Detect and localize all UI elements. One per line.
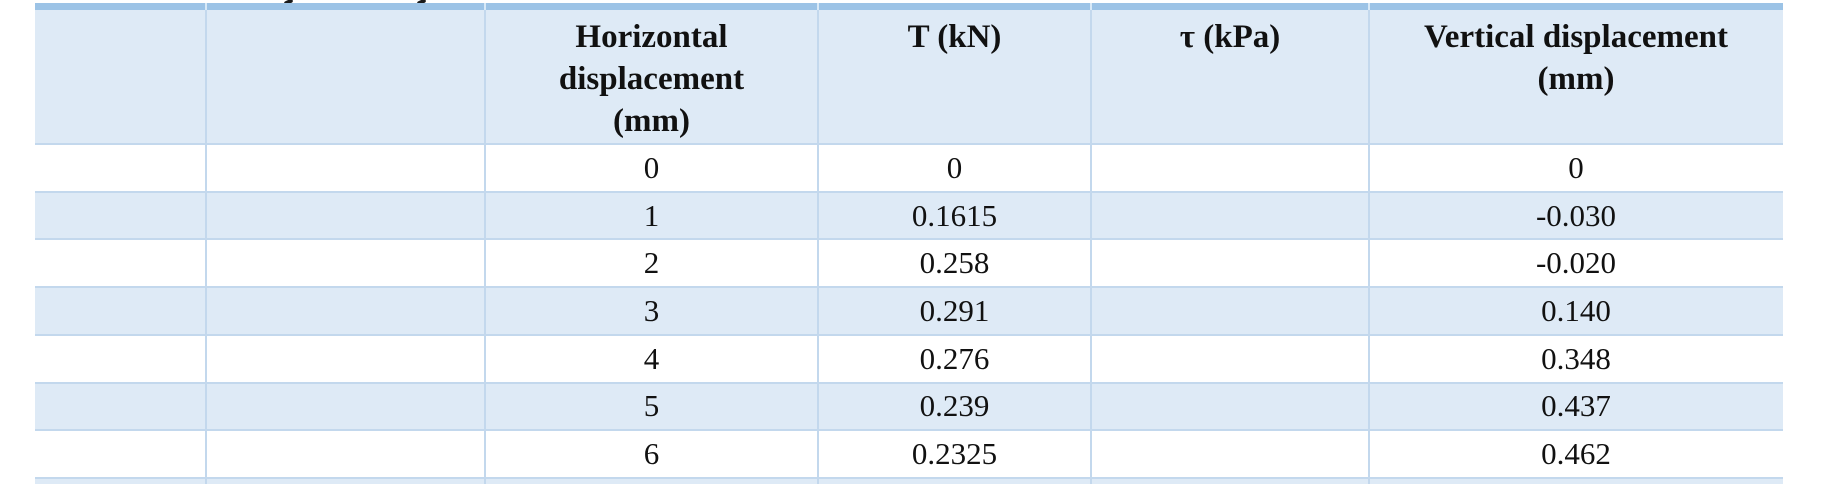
cell-t-kn: 0.291 — [919, 293, 990, 329]
cell-empty-2 — [206, 431, 485, 477]
header-cell-empty-1 — [35, 10, 206, 16]
cell-t-kn: 0.2325 — [911, 436, 998, 472]
cell-empty-1 — [35, 145, 206, 191]
cell-horizontal-displacement: 6 — [643, 436, 660, 472]
cell-horizontal-displacement: 4 — [643, 340, 660, 376]
cell-empty-1 — [35, 384, 206, 430]
cell-t-kn: 0.239 — [919, 388, 990, 424]
cell-t-kn: 0 — [946, 149, 963, 185]
cell-horizontal-displacement: 2 — [643, 245, 660, 281]
cell-empty-1 — [35, 193, 206, 239]
header-cell-empty-2 — [206, 10, 485, 16]
cell-tau-kpa — [1091, 193, 1369, 239]
cell-vertical-displacement: -0.030 — [1535, 197, 1617, 233]
table-body: 0 0 0 1 0.1615 -0.030 2 0.258 -0.020 3 0… — [35, 143, 1783, 478]
cell-empty-1 — [35, 336, 206, 382]
cell-vertical-displacement: 0 — [1568, 149, 1584, 185]
partial-next-row — [35, 477, 1783, 484]
table-row: 3 0.291 0.140 — [35, 286, 1783, 334]
cell-horizontal-displacement: 3 — [643, 293, 660, 329]
table-row: 4 0.276 0.348 — [35, 333, 1783, 382]
data-table: Horizontal displacement (mm) T (kN) τ (k… — [35, 3, 1783, 484]
cell-tau-kpa — [1091, 240, 1369, 286]
cell-horizontal-displacement: 5 — [643, 388, 660, 424]
cell-tau-kpa — [1091, 431, 1369, 477]
cell-vertical-displacement: 0.140 — [1541, 293, 1611, 329]
table-row: 0 0 0 — [35, 143, 1783, 191]
table-header-row: Horizontal displacement (mm) T (kN) τ (k… — [35, 10, 1783, 143]
cell-empty-2 — [206, 288, 485, 334]
cell-empty-2 — [206, 336, 485, 382]
cell-empty-2 — [206, 384, 485, 430]
table-row: 1 0.1615 -0.030 — [35, 190, 1783, 239]
cell-tau-kpa — [1091, 384, 1369, 430]
table-top-border — [35, 3, 1783, 10]
cell-empty-1 — [35, 431, 206, 477]
header-cell-vertical-displacement: Vertical displacement (mm) — [1424, 19, 1728, 97]
table-row: 6 0.2325 0.462 — [35, 429, 1783, 478]
cell-horizontal-displacement: 1 — [643, 197, 660, 233]
header-cell-t-kn: T (kN) — [907, 19, 1002, 55]
cell-empty-2 — [206, 240, 485, 286]
cell-vertical-displacement: -0.020 — [1535, 245, 1617, 281]
cell-vertical-displacement: 0.462 — [1541, 436, 1611, 472]
cell-tau-kpa — [1091, 288, 1369, 334]
cell-empty-1 — [35, 288, 206, 334]
table-row: 2 0.258 -0.020 — [35, 238, 1783, 287]
cell-tau-kpa — [1091, 145, 1369, 191]
cell-empty-1 — [35, 240, 206, 286]
cell-empty-2 — [206, 193, 485, 239]
cell-vertical-displacement: 0.348 — [1541, 340, 1611, 376]
cell-empty-2 — [206, 145, 485, 191]
cell-t-kn: 0.276 — [919, 340, 990, 376]
cell-t-kn: 0.258 — [919, 245, 990, 281]
header-cell-horizontal-displacement: Horizontal displacement (mm) — [558, 19, 745, 139]
cell-t-kn: 0.1615 — [911, 197, 998, 233]
cell-tau-kpa — [1091, 336, 1369, 382]
table-row: 5 0.239 0.437 — [35, 381, 1783, 430]
cell-horizontal-displacement: 0 — [643, 149, 660, 185]
header-cell-tau-kpa: τ (kPa) — [1179, 19, 1281, 55]
cell-vertical-displacement: 0.437 — [1541, 388, 1611, 424]
